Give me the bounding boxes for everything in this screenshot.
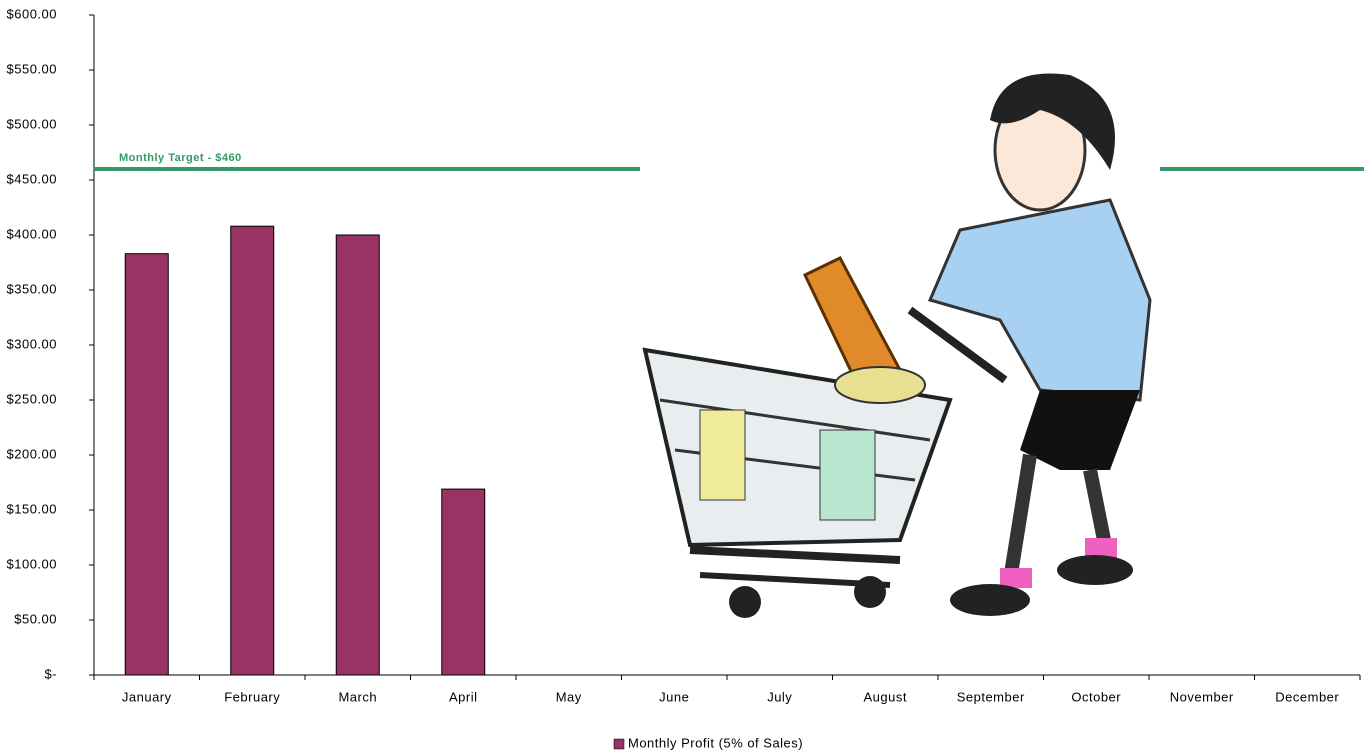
x-tick-label: August	[864, 689, 907, 704]
x-tick-label: February	[224, 689, 280, 704]
x-tick-label: December	[1275, 689, 1339, 704]
x-tick-label: June	[659, 689, 689, 704]
y-tick-label: $350.00	[7, 281, 58, 296]
y-tick-label: $50.00	[14, 611, 57, 626]
bar	[231, 226, 274, 675]
y-tick-label: $250.00	[7, 391, 58, 406]
y-tick-label: $400.00	[7, 226, 58, 241]
y-tick-label: $600.00	[7, 6, 58, 21]
chart: $- $50.00 $100.00 $150.00 $200.00 $250.00 $300…	[0, 0, 1369, 756]
y-tick-label: $100.00	[7, 556, 58, 571]
y-tick-label: $150.00	[7, 501, 58, 516]
bar	[336, 235, 379, 675]
y-tick-label: $300.00	[7, 336, 58, 351]
x-tick-label: November	[1170, 689, 1234, 704]
y-tick-label: $450.00	[7, 171, 58, 186]
legend-swatch	[614, 739, 624, 749]
x-tick-label: September	[957, 689, 1025, 704]
target-label: Monthly Target - $460	[119, 152, 242, 164]
y-tick-label: $-	[44, 666, 57, 681]
x-tick-label: May	[556, 689, 582, 704]
bar	[442, 489, 485, 675]
bar	[125, 254, 168, 675]
y-tick-label: $200.00	[7, 446, 58, 461]
x-tick-label: March	[338, 689, 377, 704]
x-tick-label: January	[122, 689, 172, 704]
x-tick-label: April	[449, 689, 478, 704]
y-tick-label: $500.00	[7, 116, 58, 131]
page: {"chart_data": {"type": "bar", "categori…	[0, 0, 1369, 756]
x-tick-label: October	[1071, 689, 1121, 704]
x-tick-label: July	[767, 689, 792, 704]
legend-label: Monthly Profit (5% of Sales)	[628, 735, 803, 750]
shopper-clipart	[640, 70, 1160, 630]
y-tick-label: $550.00	[7, 61, 58, 76]
overlay-layer: Monthly Profit (5% of Sales)	[614, 735, 803, 750]
